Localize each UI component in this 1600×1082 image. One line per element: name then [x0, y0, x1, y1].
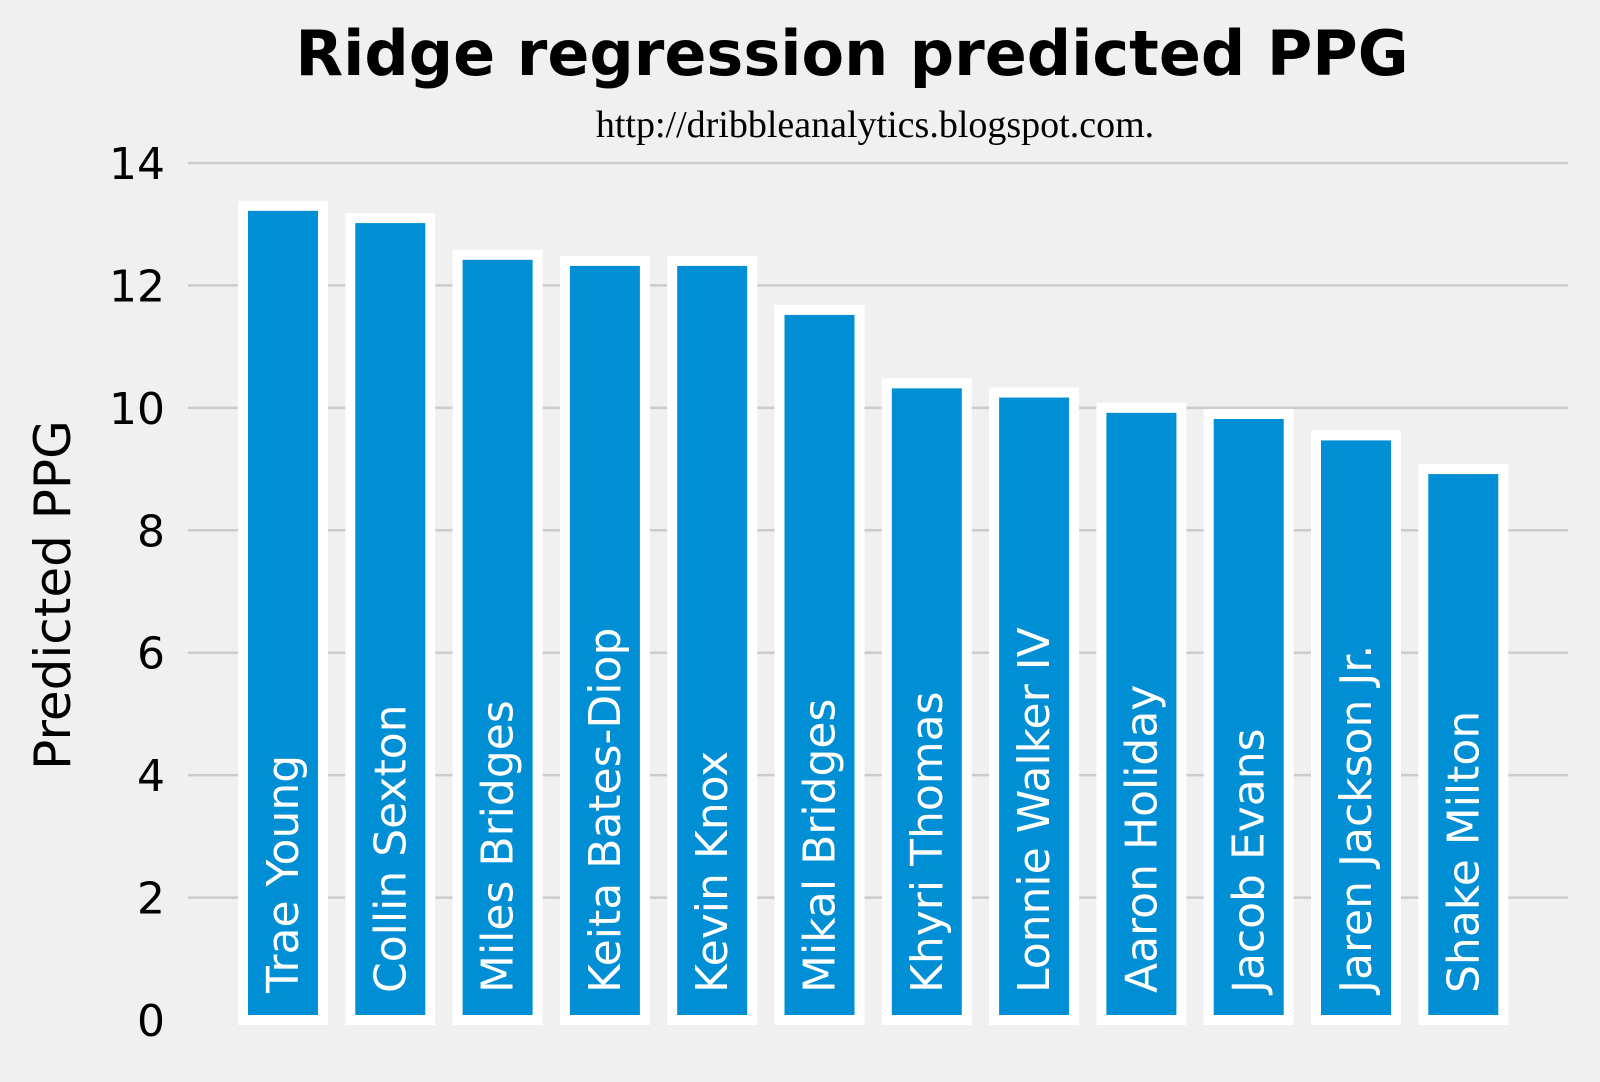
y-tick-label: 2	[137, 874, 165, 925]
chart-subtitle: http://dribbleanalytics.blogspot.com.	[596, 104, 1154, 146]
chart-title: Ridge regression predicted PPG	[295, 17, 1408, 90]
y-tick-label: 6	[137, 629, 165, 680]
y-tick-label: 10	[109, 384, 165, 435]
bar	[774, 304, 865, 1025]
bar-label: Kevin Knox	[687, 751, 738, 993]
bar	[1203, 408, 1294, 1025]
y-tick-label: 8	[137, 506, 165, 557]
bars: Trae Young Collin Sexton Miles Bridges Keit…	[238, 200, 1509, 1026]
bar-label: Jacob Evans	[1224, 728, 1275, 996]
bar	[559, 255, 650, 1025]
y-axis-label: Predicted PPG	[24, 420, 82, 770]
bar	[1096, 402, 1187, 1026]
bar-label: Jaren Jackson Jr.	[1331, 645, 1382, 996]
bar	[345, 213, 436, 1026]
bar-label: Collin Sexton	[365, 704, 416, 993]
y-tick-label: 0	[137, 996, 165, 1047]
bar-label: Shake Milton	[1438, 711, 1489, 993]
bar-label: Khyri Thomas	[902, 691, 953, 993]
bar-label: Trae Young	[258, 755, 309, 994]
bar-label: Keita Bates-Diop	[580, 628, 631, 993]
bar	[989, 387, 1080, 1025]
bar-label: Lonnie Walker IV	[1009, 627, 1060, 993]
bar	[452, 249, 543, 1026]
bar	[1418, 464, 1509, 1026]
bar-label: Miles Bridges	[473, 700, 524, 993]
y-tick-label: 12	[109, 261, 165, 312]
bar	[238, 200, 328, 1026]
y-tick-label: 14	[109, 139, 165, 190]
bar-label: Aaron Holiday	[1116, 685, 1167, 993]
y-tick-labels: 0 2 4 6 8 10 12 14	[109, 139, 165, 1047]
bar	[1311, 430, 1401, 1025]
bar	[881, 378, 972, 1026]
y-tick-label: 4	[137, 751, 165, 802]
bar	[667, 255, 758, 1025]
bar-label: Mikal Bridges	[795, 699, 846, 993]
